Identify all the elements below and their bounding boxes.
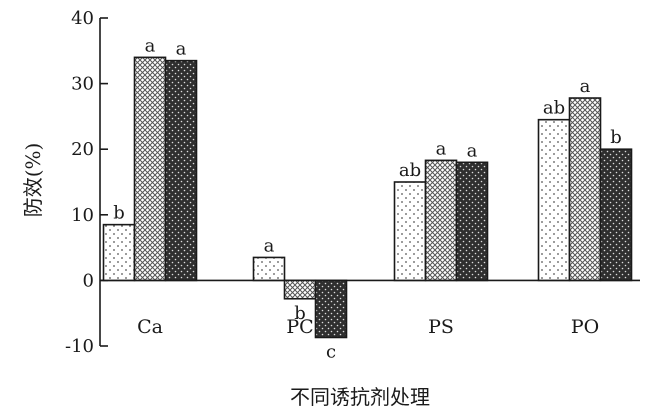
category-label: PS [428, 316, 454, 338]
category-label: PC [286, 316, 313, 338]
bar [283, 279, 317, 300]
significance-label: b [113, 203, 125, 224]
significance-label: b [610, 127, 622, 148]
y-tick-label: -10 [65, 336, 94, 357]
bar [102, 223, 136, 282]
bar [164, 59, 198, 282]
bar [393, 181, 427, 282]
y-axis-title: 防效(%) [21, 143, 45, 218]
bar [568, 97, 602, 282]
y-tick-label: 40 [71, 8, 94, 29]
y-tick-label: 0 [83, 270, 94, 291]
significance-label: a [264, 235, 275, 256]
bar [314, 279, 348, 339]
bar [537, 118, 571, 282]
significance-label: ab [399, 160, 421, 181]
significance-label: b [294, 303, 306, 324]
significance-label: a [580, 76, 591, 97]
category-label: Ca [137, 316, 163, 338]
bars [102, 56, 633, 339]
y-tick-label: 30 [71, 74, 94, 95]
category-label: PO [571, 316, 599, 338]
significance-label: a [145, 35, 156, 56]
significance-label: ab [543, 98, 565, 119]
bar [599, 148, 633, 282]
y-tick-label: 20 [71, 139, 94, 160]
y-tick-label: 10 [71, 205, 94, 226]
significance-label: c [326, 341, 336, 362]
bar [455, 161, 489, 282]
bar [252, 256, 286, 282]
bar [424, 159, 458, 282]
significance-label: a [467, 140, 478, 161]
bar [133, 56, 167, 282]
significance-label: a [436, 138, 447, 159]
significance-label: a [176, 39, 187, 60]
x-axis-title: 不同诱抗剂处理 [290, 385, 430, 409]
